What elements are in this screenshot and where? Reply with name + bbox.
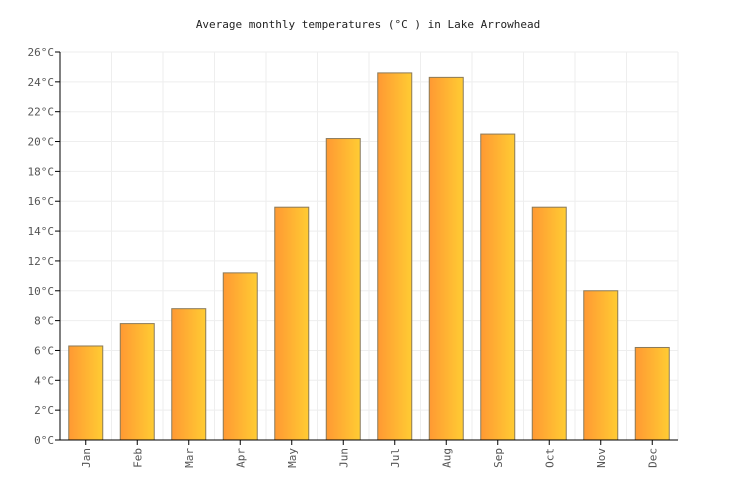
y-tick-label: 4°C (34, 374, 54, 387)
chart-title: Average monthly temperatures (°C ) in La… (195, 18, 541, 31)
bar-feb (119, 323, 155, 441)
y-tick-label: 26°C (28, 46, 55, 59)
bar-apr (222, 272, 258, 441)
grid-layer (59, 51, 679, 441)
x-tick-label: Mar (183, 448, 196, 468)
x-tick-label: Dec (646, 448, 659, 468)
bar-sep (480, 133, 516, 441)
y-tick-label: 22°C (28, 106, 55, 119)
x-tick-label: Apr (234, 448, 247, 468)
bar-jun (325, 138, 361, 441)
x-tick-label: Sep (492, 448, 505, 468)
bar-layer (68, 72, 670, 441)
y-tick-label: 16°C (28, 195, 55, 208)
label-layer: 0°C 2°C 4°C 6°C 8°C 10°C 12°C 14°C 16°C 18°C 20°C 2… (28, 46, 660, 468)
y-tick-label: 12°C (28, 255, 55, 268)
bar-dec (634, 346, 670, 441)
bar-aug (428, 76, 464, 441)
x-tick-label: Oct (543, 448, 556, 468)
y-tick-label: 0°C (34, 434, 54, 447)
axis-layer (55, 51, 678, 445)
y-tick-label: 6°C (34, 344, 54, 357)
x-tick-label: Aug (440, 448, 453, 468)
bar-may (274, 206, 310, 441)
y-tick-label: 14°C (28, 225, 55, 238)
y-tick-label: 20°C (28, 136, 55, 149)
y-tick-label: 8°C (34, 315, 54, 328)
y-tick-label: 2°C (34, 404, 54, 417)
bar-jan (68, 345, 104, 441)
x-tick-label: Nov (595, 448, 608, 468)
y-tick-label: 10°C (28, 285, 55, 298)
x-tick-label: Jul (389, 448, 402, 468)
bar-nov (583, 290, 619, 441)
y-tick-label: 24°C (28, 76, 55, 89)
y-tick-label: 18°C (28, 165, 55, 178)
x-tick-label: Jan (80, 448, 93, 468)
bar-jul (377, 72, 413, 441)
bar-mar (171, 308, 207, 441)
x-tick-label: Feb (131, 448, 144, 468)
bar-oct (531, 206, 567, 441)
x-tick-label: May (286, 448, 299, 468)
x-tick-label: Jun (337, 448, 350, 468)
